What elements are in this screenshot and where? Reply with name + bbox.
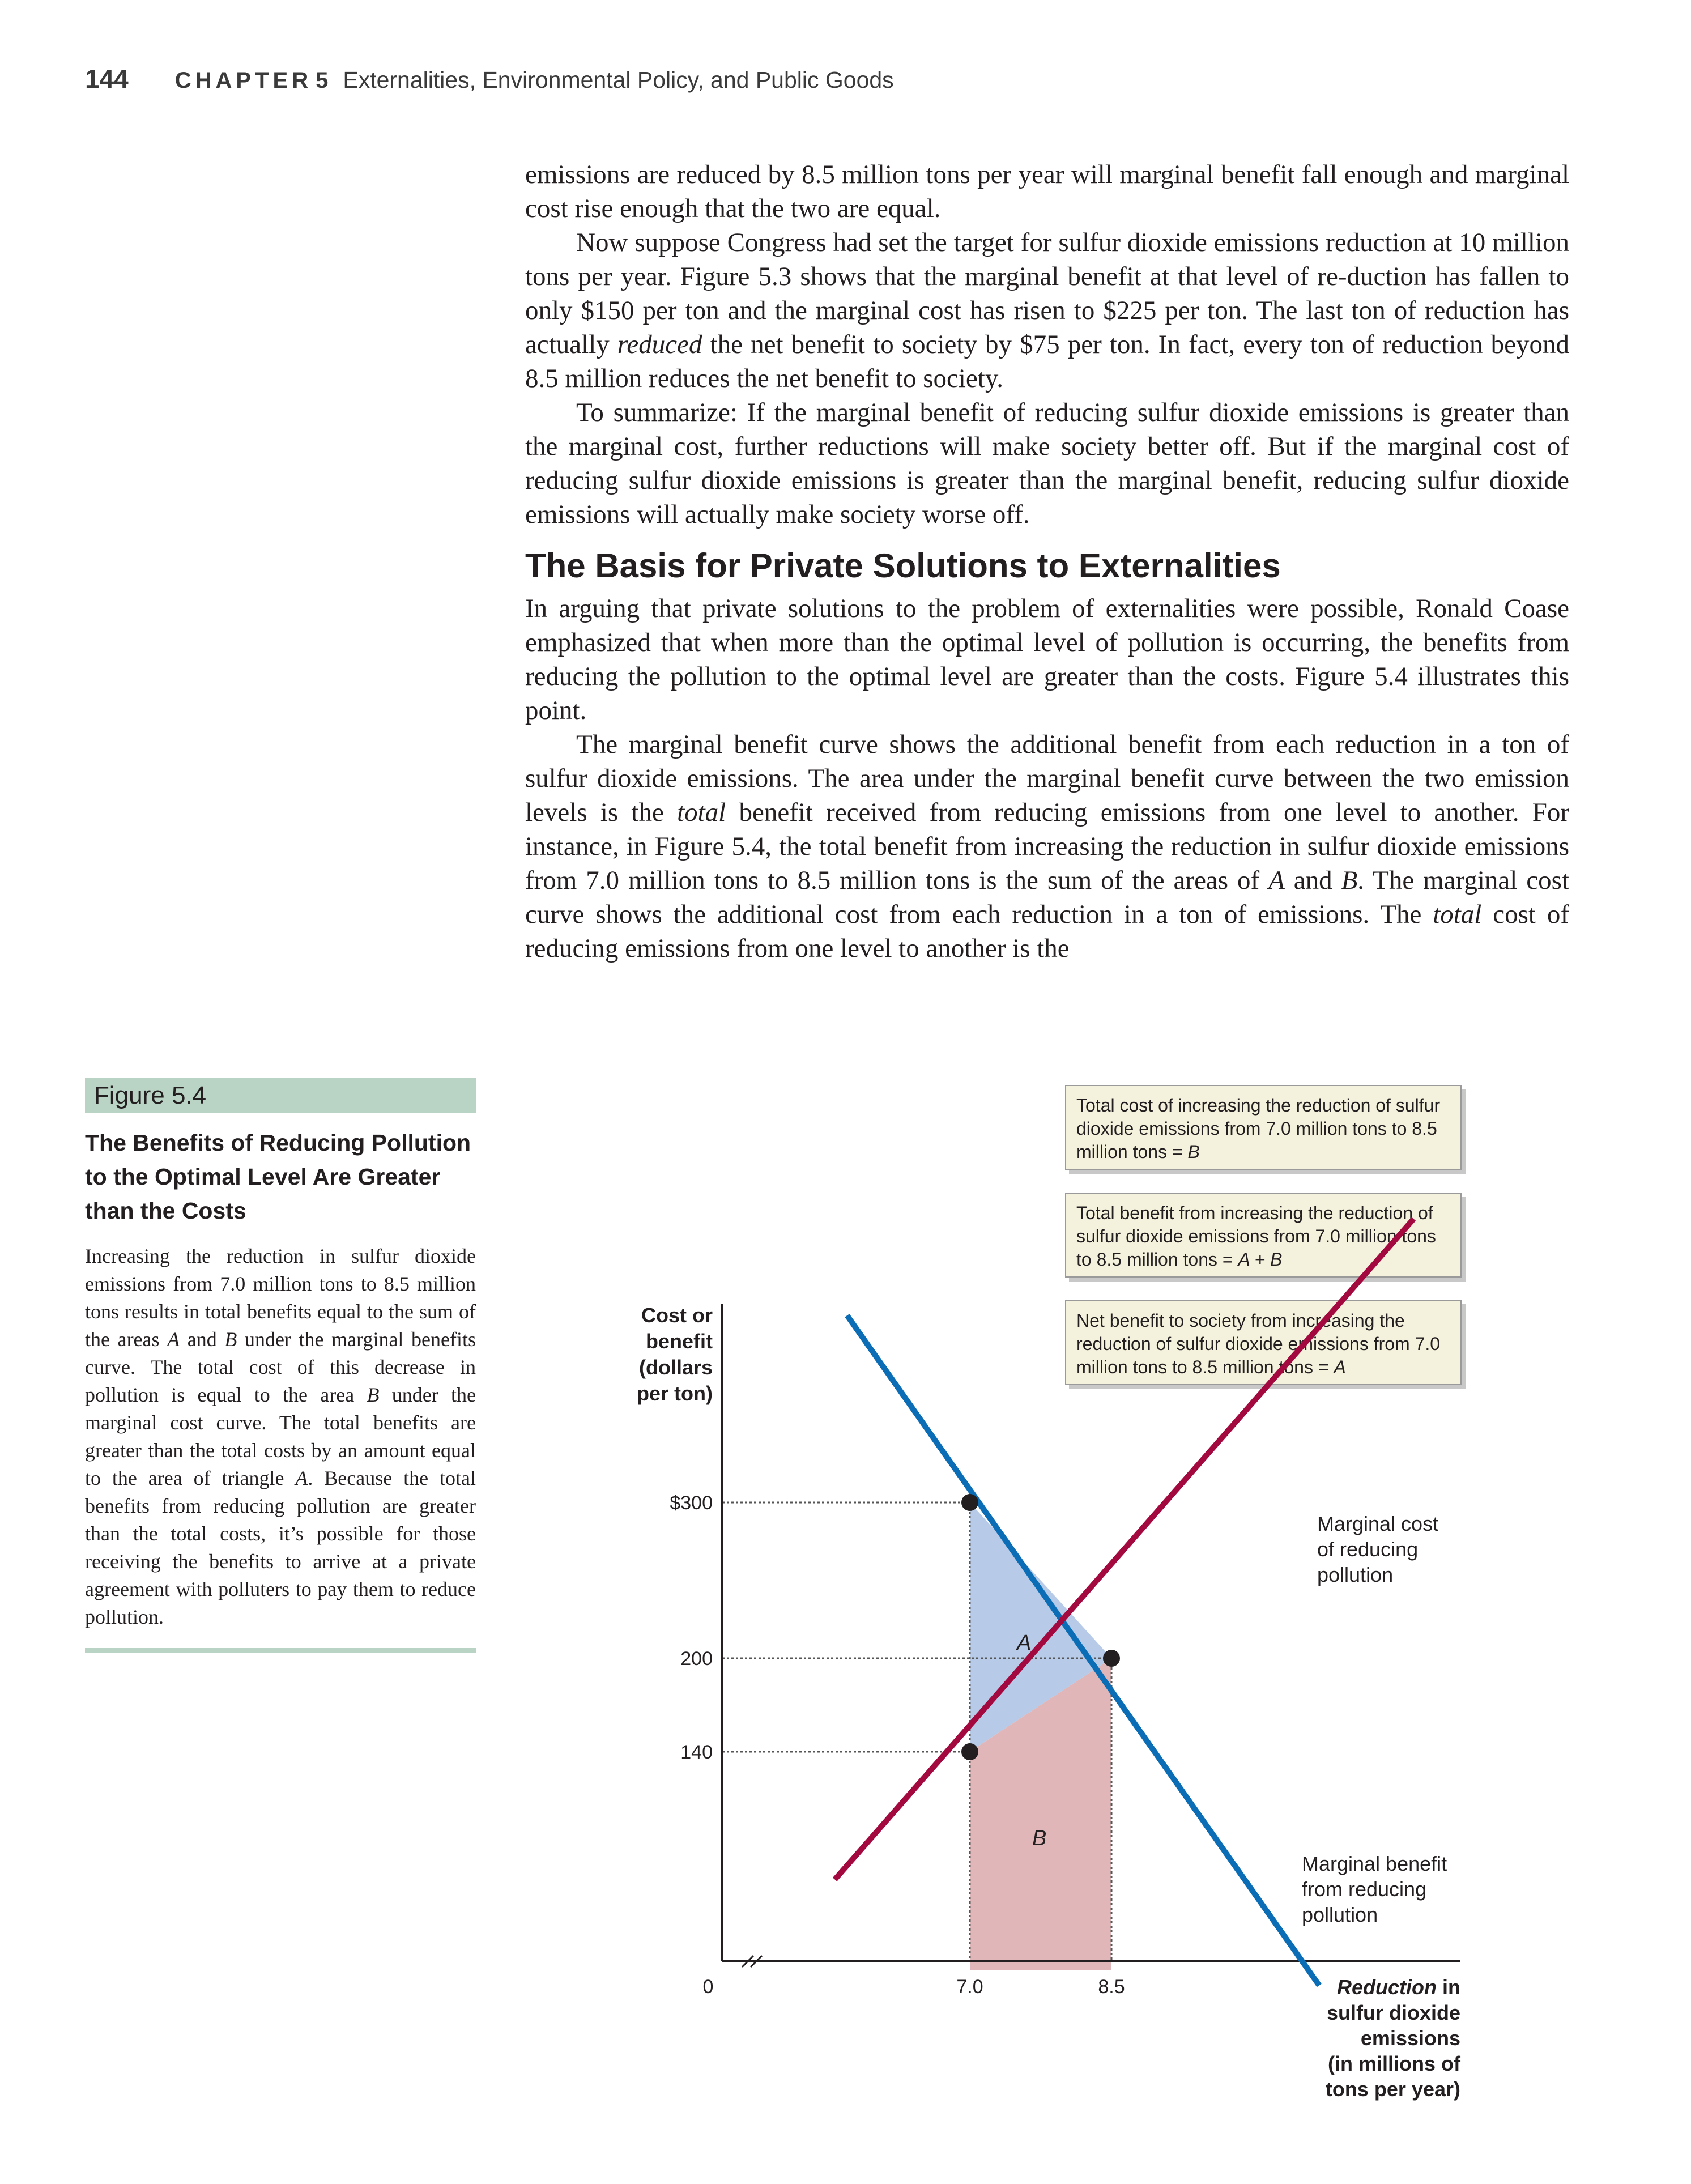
y-axis-label: per ton)	[637, 1382, 713, 1405]
y-tick-label: 200	[680, 1648, 713, 1670]
y-tick-label: 140	[680, 1742, 713, 1763]
paragraph: emissions are reduced by 8.5 million ton…	[525, 160, 1569, 223]
marginal-benefit-label: Marginal benefit	[1302, 1852, 1447, 1875]
y-axis-label: (dollars	[639, 1356, 713, 1379]
paragraph: Now suppose Congress had set the target …	[525, 228, 1569, 393]
x-axis-label: tons per year)	[1326, 2077, 1460, 2101]
paragraph: To summarize: If the marginal benefit of…	[525, 398, 1569, 529]
marginal-benefit-label: pollution	[1302, 1903, 1378, 1926]
figure-sidebar: Figure 5.4 The Benefits of Reducing Poll…	[85, 1078, 476, 1653]
running-header: 144 CHAPTER 5 Externalities, Environmental …	[85, 63, 1615, 103]
chapter-title: Externalities, Environmental Policy, and…	[343, 67, 894, 93]
marginal-cost-label: of reducing	[1317, 1538, 1418, 1561]
x-axis-label: Reduction in	[1337, 1976, 1460, 1999]
chapter-number: 5	[316, 68, 329, 93]
area-b-label: B	[1032, 1827, 1046, 1850]
area-b	[970, 1658, 1111, 1970]
y-tick-label: $300	[670, 1492, 713, 1514]
area-a-label: A	[1016, 1631, 1031, 1655]
y-axis-label: Cost or	[641, 1304, 713, 1327]
x-axis-label: (in millions of	[1328, 2052, 1461, 2075]
marginal-benefit-line	[845, 1314, 1322, 1987]
key-point	[961, 1743, 978, 1760]
x-axis-label: emissions	[1361, 2027, 1460, 2050]
marginal-cost-line	[832, 1217, 1416, 1881]
origin-label: 0	[703, 1976, 714, 1998]
key-point	[1103, 1650, 1120, 1667]
section-heading: The Basis for Private Solutions to Exter…	[525, 547, 1281, 585]
marginal-benefit-label: from reducing	[1302, 1878, 1426, 1901]
figure-rule	[85, 1648, 476, 1653]
axis-break-mark	[741, 1955, 755, 1968]
paragraph: In arguing that private solutions to the…	[525, 594, 1569, 725]
area-a	[970, 1502, 1111, 1752]
x-tick-label: 7.0	[956, 1976, 983, 1998]
marginal-cost-label: pollution	[1317, 1563, 1393, 1586]
y-axis-label: benefit	[646, 1330, 713, 1353]
x-tick-label: 8.5	[1098, 1976, 1125, 1998]
x-axis-label: sulfur dioxide	[1327, 2001, 1460, 2024]
page-number: 144	[85, 64, 129, 93]
callout-total-benefit: Total benefit from increasing the reduct…	[1065, 1193, 1462, 1278]
callout-total-cost: Total cost of increasing the reduction o…	[1065, 1085, 1462, 1170]
chapter-label: CHAPTER	[174, 68, 313, 93]
body-text: emissions are reduced by 8.5 million ton…	[525, 157, 1569, 965]
key-point	[961, 1494, 978, 1511]
paragraph: The marginal benefit curve shows the add…	[525, 730, 1569, 963]
axis-break-mark	[749, 1955, 763, 1968]
marginal-cost-label: Marginal cost	[1317, 1512, 1438, 1535]
callout-net-benefit: Net benefit to society from increasing t…	[1065, 1300, 1462, 1385]
figure-caption: Increasing the reduction in sulfur dioxi…	[85, 1245, 476, 1628]
figure-label: Figure 5.4	[85, 1078, 476, 1113]
figure-title: The Benefits of Reducing Pollution to th…	[85, 1130, 471, 1224]
axis-break	[741, 1955, 763, 1968]
